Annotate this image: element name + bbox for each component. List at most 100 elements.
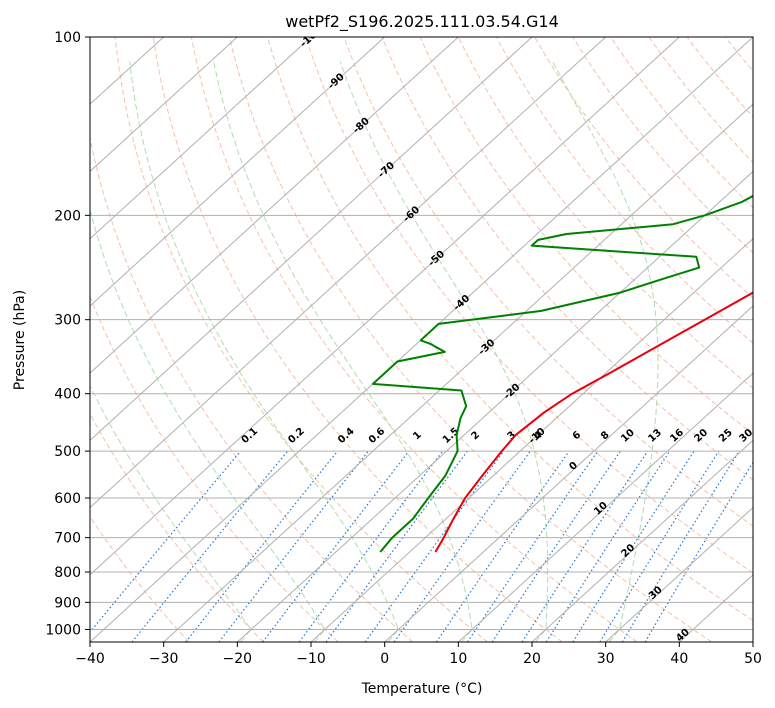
mixing-ratio-line [491,450,621,642]
dry-adiabat [686,37,753,118]
mixing-ratio-line [90,450,242,633]
x-tick-label: 20 [523,651,541,667]
dry-adiabat [229,37,712,642]
chart-title: wetPf2_S196.2025.111.03.54.G14 [285,12,559,32]
dry-adiabat [534,37,753,299]
y-tick-label: 600 [54,491,81,507]
dry-adiabat [305,37,753,574]
dry-adiabat [90,515,190,642]
mixing-ratio-label: 20 [693,427,711,445]
moist-adiabat [90,207,326,642]
dry-adiabat [114,37,488,642]
isotherm [90,37,680,576]
mixing-ratio-line [435,450,570,642]
x-tick-label: 10 [449,651,467,667]
mixing-ratio-line [325,450,468,642]
dry-adiabat [267,37,753,622]
x-axis-label: Temperature (°C) [361,681,483,697]
y-tick-label: 700 [54,531,81,547]
dry-adiabat [90,135,414,642]
dry-adiabat [648,37,753,164]
temperature-profile [434,291,753,553]
mixing-ratio-line [185,450,339,642]
moist-adiabat [213,61,473,642]
isotherm [90,37,238,173]
isotherm [90,37,312,240]
isotherm [90,37,459,374]
mixing-ratio-label: 0.4 [336,426,357,446]
mixing-ratio-line [599,450,720,642]
isotherm [90,37,386,307]
mixing-ratio-line [545,450,671,642]
mixing-ratio-line [218,450,369,642]
dry-adiabat [90,295,339,642]
y-tick-label: 200 [54,208,81,224]
mixing-ratio-line [521,450,649,642]
x-tick-label: 30 [597,651,615,667]
dry-adiabat [381,37,753,481]
isotherm [384,305,753,642]
mixing-ratio-line [298,450,444,642]
x-tick-label: −40 [75,651,105,667]
dry-adiabat [190,37,638,642]
dry-adiabat [724,37,753,72]
x-tick-label: 40 [670,651,688,667]
y-tick-label: 800 [54,565,81,581]
moist-adiabat [90,384,252,642]
dewpoint-profile [371,194,753,553]
mixing-ratio-line [621,450,740,642]
mixing-ratio-label: 16 [668,427,686,445]
mixing-ratio-label: 0.6 [367,426,388,446]
y-tick-label: 1000 [45,622,81,638]
y-tick-label: 500 [54,444,81,460]
mixing-ratio-label: 6 [571,430,584,443]
dry-adiabat [763,37,775,642]
mixing-ratio-label: 8 [599,430,612,443]
y-tick-label: 900 [54,595,81,611]
mixing-ratio-label: 2 [470,430,483,443]
dry-adiabat [495,37,753,344]
mixing-ratio-label: 0.2 [286,426,307,446]
mixing-ratio-line [466,450,599,642]
x-tick-label: 50 [744,651,762,667]
x-tick-label: −20 [223,651,253,667]
dry-adiabat [572,37,753,254]
dry-adiabat [610,37,753,209]
moist-adiabat [129,61,399,642]
y-tick-label: 400 [54,387,81,403]
y-tick-label: 300 [54,313,81,329]
series [371,194,753,553]
isotherm [90,37,607,509]
mixing-ratio-line [131,450,289,642]
isotherm [457,372,753,642]
dry-adiabat [457,37,753,389]
mixing-ratio-line [262,450,410,642]
isotherm [531,439,753,642]
x-tick-label: −10 [296,651,326,667]
mixing-ratio-line [572,450,695,642]
isotherm [90,37,533,442]
x-tick-label: 0 [380,651,389,667]
y-tick-label: 100 [54,30,81,46]
mixing-ratio-label: 36 [758,427,775,445]
mixing-ratio-label: 10 [619,427,637,445]
isotherm [236,170,753,642]
moist-adiabat [339,61,549,642]
isotherm [752,641,753,642]
plot-frame [89,36,754,643]
mixing-ratio-line [364,450,505,642]
dry-adiabat [343,37,753,527]
isotherm [310,237,753,642]
mixing-ratio-label: 25 [717,427,735,445]
mixing-ratio-label: 1 [411,430,424,443]
mixing-ratio-label: 0.1 [240,426,261,446]
y-axis-label: Pressure (hPa) [12,290,28,390]
dry-adiabat [419,37,753,435]
moist-adiabat [552,61,659,642]
isotherm [605,506,753,642]
line-labels: -100-90-80-70-60-50-40-30-20-100.1 0.2 0.4… [240,37,775,642]
mixing-ratio-label: 13 [646,427,664,445]
warm-isotherm-label: 0 [567,460,580,473]
x-tick-label: −30 [149,651,179,667]
